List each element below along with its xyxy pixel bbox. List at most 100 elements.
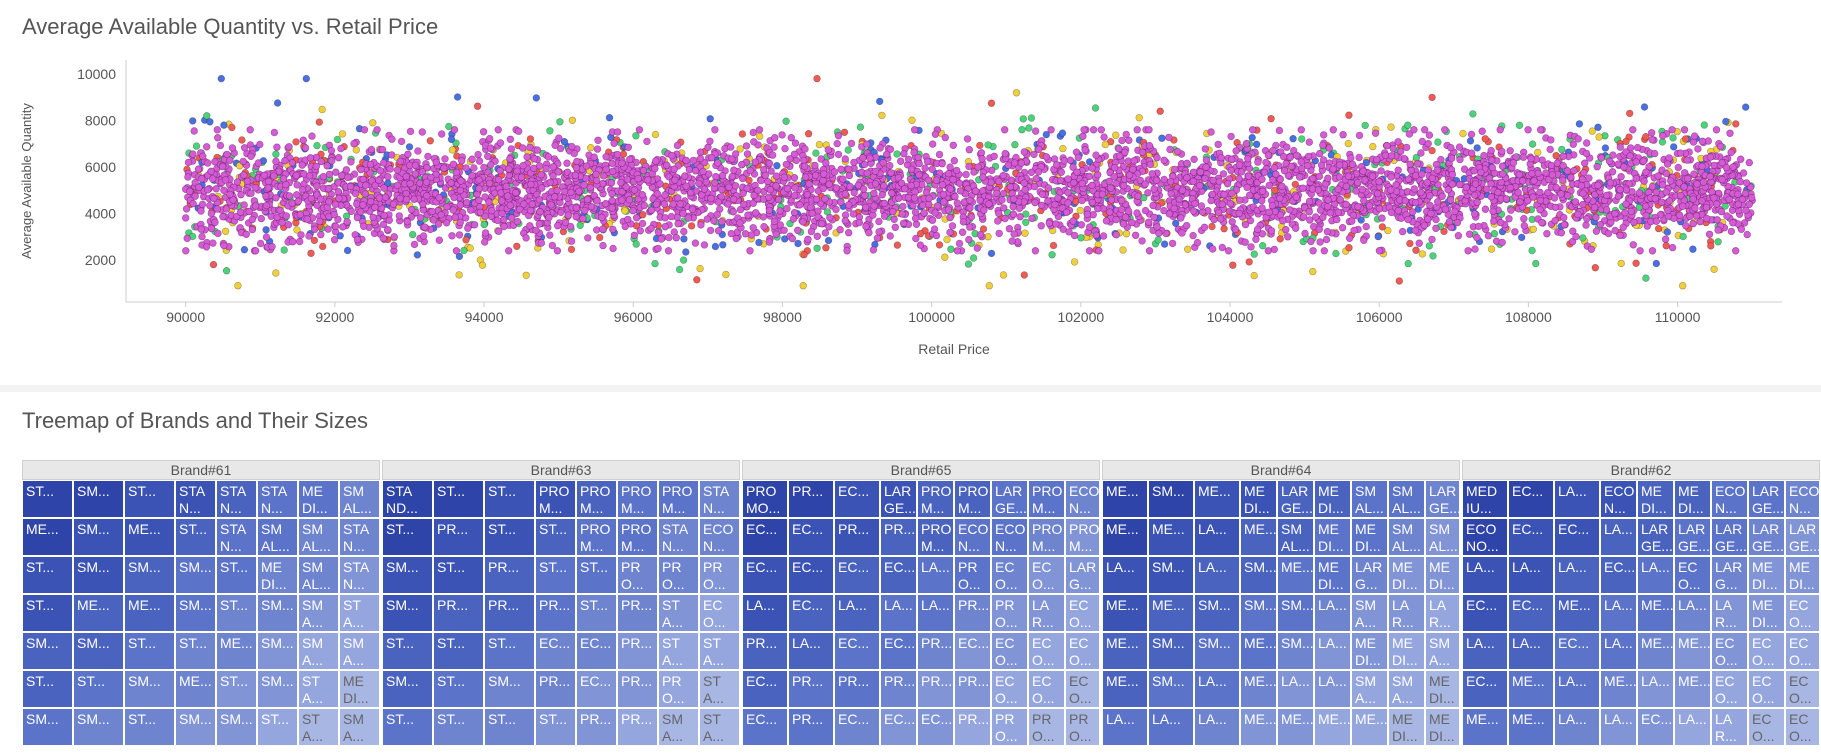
scatter-point[interactable]: [1122, 230, 1131, 238]
scatter-point[interactable]: [507, 145, 516, 153]
scatter-point[interactable]: [1070, 258, 1079, 266]
scatter-point[interactable]: [1647, 129, 1656, 137]
scatter-point[interactable]: [861, 203, 870, 212]
scatter-point[interactable]: [657, 235, 665, 243]
scatter-point[interactable]: [1362, 222, 1370, 231]
scatter-point[interactable]: [1369, 142, 1377, 151]
scatter-point[interactable]: [1551, 217, 1559, 225]
scatter-point[interactable]: [1608, 168, 1617, 176]
scatter-point[interactable]: [1201, 145, 1210, 153]
scatter-point[interactable]: [1091, 104, 1100, 112]
scatter-point[interactable]: [891, 223, 899, 232]
scatter-point[interactable]: [1471, 245, 1479, 253]
scatter-point[interactable]: [1445, 218, 1454, 226]
scatter-point[interactable]: [268, 242, 276, 251]
scatter-point[interactable]: [324, 225, 332, 233]
scatter-point[interactable]: [405, 143, 414, 151]
scatter-point[interactable]: [338, 130, 347, 138]
scatter-point[interactable]: [369, 119, 377, 127]
scatter-point[interactable]: [1533, 148, 1542, 157]
scatter-point[interactable]: [428, 207, 436, 216]
scatter-point[interactable]: [1404, 121, 1412, 129]
scatter-point[interactable]: [1378, 214, 1386, 222]
scatter-point[interactable]: [474, 150, 482, 159]
scatter-point[interactable]: [886, 161, 894, 170]
scatter-point[interactable]: [207, 224, 216, 233]
scatter-point[interactable]: [429, 216, 438, 224]
scatter-point[interactable]: [1381, 151, 1390, 160]
scatter-point[interactable]: [1135, 114, 1143, 122]
scatter-point[interactable]: [337, 144, 345, 153]
scatter-point[interactable]: [904, 155, 913, 164]
scatter-point[interactable]: [402, 172, 410, 181]
scatter-point[interactable]: [453, 93, 462, 101]
scatter-point[interactable]: [765, 206, 774, 215]
scatter-point[interactable]: [969, 254, 978, 262]
scatter-point[interactable]: [1160, 240, 1169, 248]
scatter-point[interactable]: [651, 130, 660, 139]
scatter-point[interactable]: [1528, 246, 1536, 255]
scatter-point[interactable]: [1064, 199, 1072, 207]
scatter-point[interactable]: [1532, 259, 1540, 268]
scatter-point[interactable]: [207, 209, 216, 218]
scatter-point[interactable]: [1489, 217, 1498, 225]
scatter-point[interactable]: [1360, 236, 1368, 245]
scatter-point[interactable]: [1679, 232, 1687, 241]
scatter-point[interactable]: [664, 247, 673, 255]
scatter-point[interactable]: [1130, 157, 1138, 165]
scatter-point[interactable]: [1319, 213, 1327, 221]
scatter-point[interactable]: [1661, 235, 1670, 243]
scatter-point[interactable]: [1387, 152, 1396, 160]
scatter-point[interactable]: [353, 200, 361, 208]
scatter-point[interactable]: [1690, 132, 1699, 140]
scatter-point[interactable]: [1678, 282, 1687, 290]
scatter-point[interactable]: [898, 210, 906, 218]
scatter-point[interactable]: [1315, 150, 1324, 158]
scatter-point[interactable]: [1681, 135, 1690, 143]
scatter-point[interactable]: [262, 226, 270, 234]
scatter-point[interactable]: [561, 187, 569, 196]
scatter-point[interactable]: [999, 189, 1008, 198]
scatter-point[interactable]: [1144, 189, 1152, 197]
scatter-point[interactable]: [1447, 154, 1456, 162]
scatter-point[interactable]: [1355, 131, 1364, 140]
scatter-point[interactable]: [630, 231, 639, 240]
scatter-point[interactable]: [609, 244, 617, 253]
scatter-point[interactable]: [451, 213, 459, 222]
scatter-point[interactable]: [1250, 250, 1259, 258]
scatter-point[interactable]: [1478, 127, 1486, 135]
scatter-point[interactable]: [1141, 206, 1150, 215]
scatter-point[interactable]: [1183, 245, 1192, 254]
scatter-point[interactable]: [378, 145, 387, 154]
scatter-point[interactable]: [1669, 134, 1677, 142]
scatter-point[interactable]: [844, 146, 852, 154]
scatter-point[interactable]: [1048, 251, 1056, 259]
scatter-point[interactable]: [966, 196, 974, 205]
scatter-point[interactable]: [1117, 205, 1126, 214]
scatter-point[interactable]: [449, 160, 458, 169]
scatter-point[interactable]: [254, 159, 262, 167]
scatter-point[interactable]: [1138, 148, 1147, 157]
scatter-point[interactable]: [847, 139, 856, 148]
scatter-point[interactable]: [1714, 238, 1722, 246]
scatter-point[interactable]: [209, 260, 218, 269]
scatter-point[interactable]: [302, 74, 310, 83]
scatter-point[interactable]: [526, 135, 535, 143]
scatter-point[interactable]: [974, 163, 982, 171]
scatter-point[interactable]: [236, 208, 245, 216]
scatter-point[interactable]: [1662, 242, 1670, 250]
scatter-point[interactable]: [406, 127, 415, 136]
scatter-point[interactable]: [413, 251, 422, 259]
scatter-point[interactable]: [833, 139, 841, 148]
scatter-point[interactable]: [1037, 201, 1046, 210]
scatter-point[interactable]: [893, 241, 902, 249]
scatter-point[interactable]: [292, 138, 300, 146]
scatter-point[interactable]: [361, 190, 369, 198]
scatter-point[interactable]: [206, 201, 214, 210]
scatter-point[interactable]: [455, 231, 464, 239]
scatter-point[interactable]: [194, 165, 203, 173]
scatter-point[interactable]: [246, 126, 254, 134]
scatter-point[interactable]: [623, 175, 632, 184]
scatter-point[interactable]: [1291, 224, 1300, 232]
scatter-point[interactable]: [1640, 103, 1649, 111]
